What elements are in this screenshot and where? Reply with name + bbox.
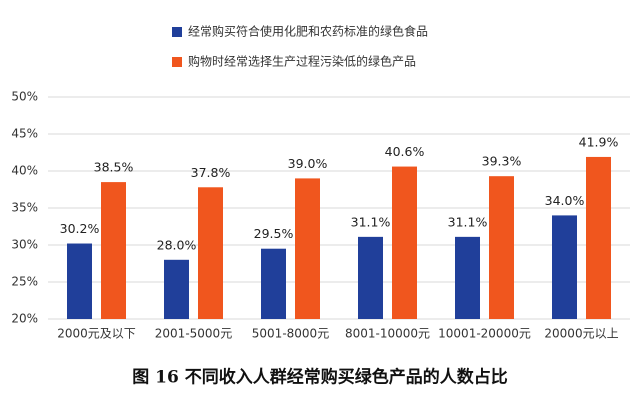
- bar: [392, 166, 417, 319]
- bar: [358, 236, 383, 319]
- value-label: 41.9%: [579, 134, 619, 149]
- bar: [198, 187, 223, 319]
- x-tick-label: 20000元以上: [544, 327, 618, 341]
- y-tick-label: 50%: [11, 90, 38, 104]
- value-label: 29.5%: [254, 226, 294, 241]
- bar: [67, 243, 92, 319]
- value-label: 34.0%: [545, 193, 585, 208]
- x-tick-label: 2000元及以下: [57, 327, 136, 341]
- y-tick-label: 35%: [11, 201, 38, 215]
- value-label: 40.6%: [385, 144, 425, 159]
- y-tick-label: 20%: [11, 312, 38, 326]
- y-tick-label: 30%: [11, 238, 38, 252]
- chart-title: 图 16 不同收入人群经常购买绿色产品的人数占比: [132, 367, 508, 388]
- bar: [489, 176, 514, 319]
- value-label: 39.0%: [288, 156, 328, 171]
- value-label: 28.0%: [157, 237, 197, 252]
- x-tick-label: 8001-10000元: [345, 327, 430, 341]
- x-tick-label: 2001-5000元: [155, 327, 232, 341]
- bar: [164, 259, 189, 319]
- legend-label: 购物时经常选择生产过程污染低的绿色产品: [188, 54, 416, 69]
- value-label: 31.1%: [351, 214, 391, 229]
- bar: [586, 156, 611, 319]
- y-tick-label: 45%: [11, 127, 38, 141]
- bar: [552, 215, 577, 319]
- bar: [261, 248, 286, 319]
- legend-swatch: [172, 57, 182, 67]
- bar: [455, 236, 480, 319]
- y-tick-label: 40%: [11, 164, 38, 178]
- bar: [101, 182, 126, 319]
- legend-label: 经常购买符合使用化肥和农药标准的绿色食品: [188, 24, 428, 39]
- value-label: 31.1%: [448, 214, 488, 229]
- bar: [295, 178, 320, 319]
- value-label: 38.5%: [94, 160, 134, 175]
- value-label: 30.2%: [60, 221, 100, 236]
- value-label: 37.8%: [191, 165, 231, 180]
- x-tick-label: 10001-20000元: [438, 327, 531, 341]
- legend-swatch: [172, 27, 182, 37]
- x-tick-label: 5001-8000元: [252, 327, 329, 341]
- value-label: 39.3%: [482, 154, 522, 169]
- y-tick-label: 25%: [11, 275, 38, 289]
